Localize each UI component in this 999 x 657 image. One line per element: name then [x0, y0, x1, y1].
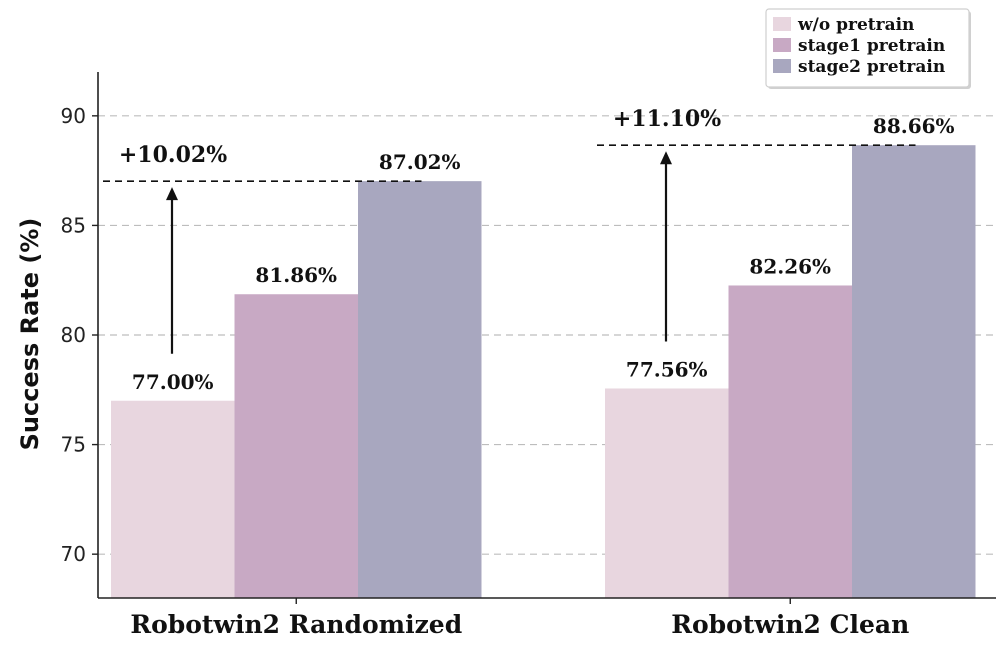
- improvement-annotations: 77.00% 81.86% 87.02% +10.02% 77.56% 82.26% 88.…: [103, 106, 955, 394]
- bar-value-label: 88.66%: [873, 114, 955, 138]
- bar-stage2-pretrain: [852, 145, 976, 598]
- improvement-arrow-head: [660, 151, 672, 165]
- bar-stage1-pretrain: [728, 285, 852, 598]
- bar-w-o-pretrain: [111, 400, 235, 598]
- legend-swatch: [773, 38, 791, 52]
- y-tick-label: 70: [61, 542, 86, 566]
- bar-value-label: 77.56%: [626, 357, 708, 381]
- bar-value-label: 82.26%: [749, 254, 831, 278]
- bar-value-label: 81.86%: [255, 263, 337, 287]
- bar-w-o-pretrain: [605, 388, 729, 598]
- legend-entry-label: stage1 pretrain: [798, 36, 945, 56]
- y-tick-label: 80: [61, 323, 86, 347]
- legend-entry-label: w/o pretrain: [797, 15, 914, 35]
- y-tick-label: 75: [61, 433, 86, 457]
- y-tick-labels: 70 75 80 85 90: [61, 104, 86, 566]
- improvement-arrow-head: [166, 187, 178, 201]
- improvement-label: +11.10%: [613, 106, 721, 132]
- improvement-label: +10.02%: [119, 142, 227, 168]
- legend-swatch: [773, 17, 791, 31]
- y-tick-label: 85: [61, 213, 86, 237]
- bar-value-label: 77.00%: [132, 370, 214, 394]
- y-tick-label: 90: [61, 104, 86, 128]
- category-label: Robotwin2 Clean: [671, 610, 909, 639]
- bar-stage1-pretrain: [234, 294, 358, 598]
- legend-entry-label: stage2 pretrain: [798, 57, 945, 77]
- bars: [111, 145, 976, 598]
- bar-stage2-pretrain: [358, 181, 482, 598]
- category-labels: Robotwin2 Randomized Robotwin2 Clean: [130, 610, 909, 639]
- category-label: Robotwin2 Randomized: [130, 610, 462, 639]
- legend-swatch: [773, 59, 791, 73]
- bar-value-label: 87.02%: [379, 150, 461, 174]
- axes: [92, 72, 996, 604]
- y-axis-title: Success Rate (%): [16, 218, 44, 451]
- legend-box: [765, 8, 970, 88]
